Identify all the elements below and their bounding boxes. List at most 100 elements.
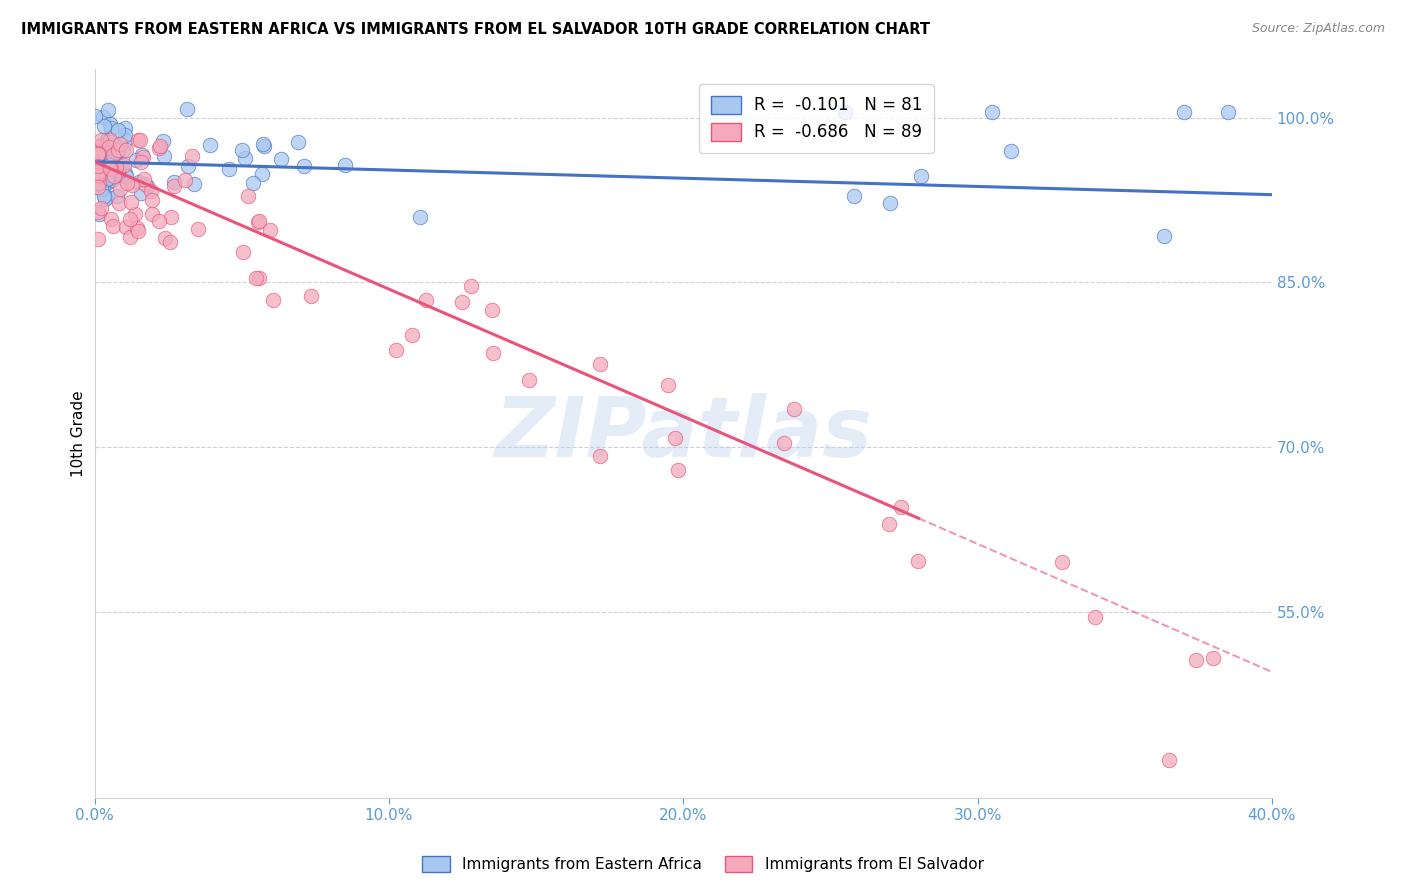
Point	[86, 165, 108, 179]
Point	[101, 173, 124, 187]
Point	[115, 143, 138, 157]
Point	[292, 159, 315, 173]
Point	[114, 128, 136, 142]
Point	[218, 161, 240, 176]
Point	[335, 158, 357, 172]
Point	[155, 230, 177, 244]
Point	[247, 213, 270, 227]
Point	[91, 180, 114, 194]
Point	[1185, 653, 1208, 667]
Point	[114, 166, 136, 180]
Point	[114, 133, 136, 147]
Point	[121, 178, 143, 193]
Point	[98, 117, 121, 131]
Point	[87, 204, 110, 219]
Point	[90, 138, 112, 153]
Point	[287, 135, 309, 149]
Point	[299, 289, 322, 303]
Point	[668, 462, 690, 476]
Point	[128, 175, 150, 189]
Point	[238, 189, 260, 203]
Point	[233, 152, 256, 166]
Point	[907, 554, 929, 568]
Point	[152, 134, 174, 148]
Point	[176, 159, 198, 173]
Point	[183, 177, 205, 191]
Point	[125, 153, 148, 168]
Point	[98, 158, 121, 172]
Point	[1052, 555, 1074, 569]
Point	[127, 220, 149, 235]
Point	[232, 244, 254, 259]
Point	[111, 159, 134, 173]
Point	[198, 138, 221, 153]
Point	[981, 105, 1004, 120]
Point	[97, 140, 120, 154]
Point	[250, 167, 273, 181]
Point	[100, 161, 122, 175]
Point	[153, 148, 176, 162]
Point	[482, 345, 505, 359]
Point	[90, 133, 112, 147]
Point	[1216, 105, 1239, 120]
Point	[101, 160, 124, 174]
Point	[97, 131, 120, 145]
Legend: Immigrants from Eastern Africa, Immigrants from El Salvador: Immigrants from Eastern Africa, Immigran…	[415, 848, 991, 880]
Point	[910, 169, 932, 183]
Point	[87, 180, 110, 194]
Point	[409, 210, 432, 224]
Point	[97, 171, 120, 186]
Point	[96, 130, 118, 145]
Point	[98, 161, 121, 176]
Point	[242, 177, 264, 191]
Point	[87, 207, 110, 221]
Point	[101, 219, 124, 234]
Point	[86, 164, 108, 178]
Point	[93, 119, 115, 133]
Point	[96, 174, 118, 188]
Point	[86, 232, 108, 246]
Point	[86, 176, 108, 190]
Point	[90, 201, 112, 215]
Point	[834, 105, 856, 120]
Point	[481, 302, 503, 317]
Point	[879, 196, 901, 211]
Point	[97, 103, 120, 118]
Point	[139, 184, 162, 198]
Point	[87, 168, 110, 182]
Point	[97, 175, 120, 189]
Point	[844, 189, 866, 203]
Point	[148, 214, 170, 228]
Point	[1173, 105, 1195, 120]
Point	[187, 222, 209, 236]
Point	[105, 145, 128, 160]
Point	[114, 120, 136, 135]
Point	[120, 194, 142, 209]
Point	[90, 178, 112, 193]
Point	[86, 148, 108, 162]
Point	[231, 143, 253, 157]
Point	[110, 181, 132, 195]
Point	[114, 220, 136, 235]
Point	[87, 176, 110, 190]
Point	[148, 141, 170, 155]
Point	[89, 151, 111, 165]
Text: ZIPatlas: ZIPatlas	[495, 392, 872, 474]
Point	[136, 178, 159, 193]
Point	[657, 377, 679, 392]
Point	[98, 133, 121, 147]
Point	[127, 133, 149, 147]
Point	[163, 175, 186, 189]
Point	[129, 154, 152, 169]
Point	[1000, 144, 1022, 158]
Point	[96, 189, 118, 203]
Point	[174, 173, 197, 187]
Point	[134, 178, 156, 192]
Point	[782, 401, 804, 416]
Point	[589, 449, 612, 463]
Point	[384, 343, 406, 357]
Point	[1153, 229, 1175, 244]
Point	[131, 148, 153, 162]
Point	[101, 148, 124, 162]
Point	[1202, 650, 1225, 665]
